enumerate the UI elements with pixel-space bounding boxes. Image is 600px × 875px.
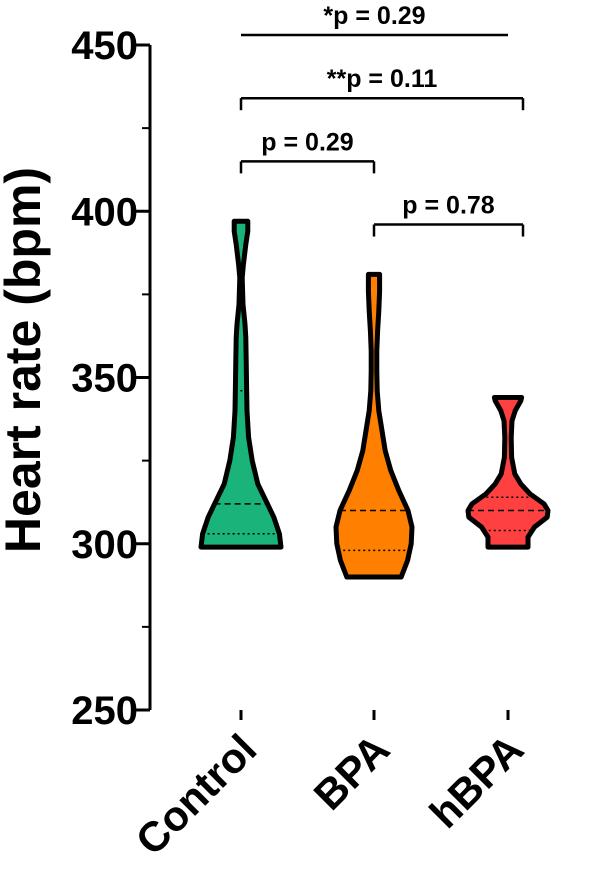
comparison-label: p = 0.29 [261, 128, 353, 156]
violin-bpa [333, 271, 415, 580]
x-tick-label-bpa: BPA [305, 725, 399, 819]
violin-control [198, 218, 284, 550]
comparison-label: p = 0.78 [402, 192, 495, 220]
violin-hbpa [465, 394, 551, 550]
y-tick-label: 350 [71, 357, 138, 401]
y-tick-label: 250 [71, 689, 138, 733]
x-tick-label-control: Control [127, 725, 266, 864]
y-axis-title: Heart rate (bpm) [0, 167, 51, 553]
y-tick-label: 400 [71, 190, 138, 234]
y-tick-label: 300 [71, 523, 138, 567]
plot-area: 250 300 350 400 450 Control BPA hBPA *p = 0.29 **… [71, 2, 551, 864]
y-tick-label: 450 [71, 24, 138, 68]
x-tick-label-hbpa: hBPA [420, 725, 532, 837]
comparison-label: **p = 0.11 [327, 65, 438, 93]
comparison-label: *p = 0.29 [323, 2, 425, 30]
